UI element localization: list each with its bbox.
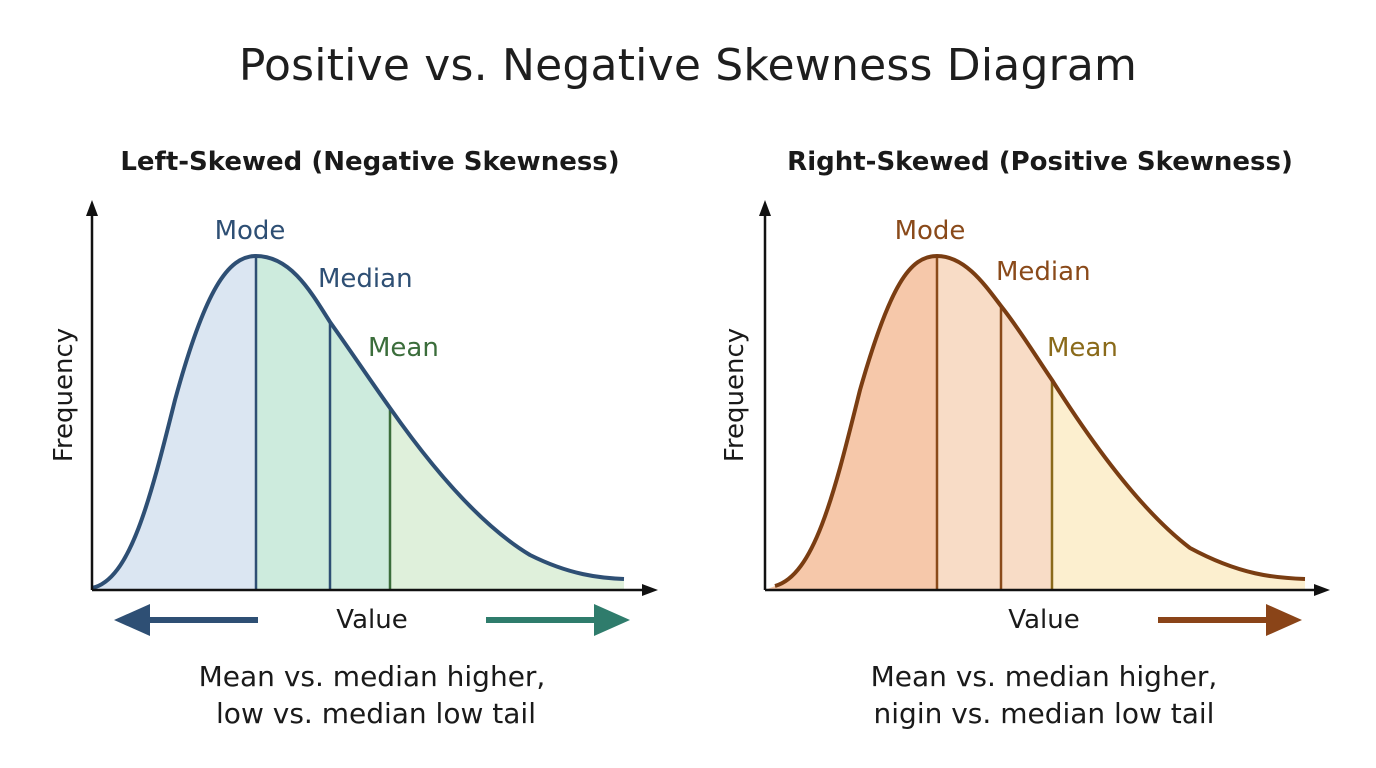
right-y-axis-label: Frequency — [720, 328, 750, 462]
left-panel-title: Left-Skewed (Negative Skewness) — [120, 147, 619, 177]
right-distribution-curve — [774, 253, 1306, 588]
left-caption-line-1: Mean vs. median higher, — [199, 660, 546, 693]
left-panel: Left-Skewed (Negative Skewness) Frequenc… — [49, 147, 658, 730]
right-median-label: Median — [996, 257, 1091, 287]
left-curve-fill — [92, 256, 624, 590]
left-distribution-curve — [91, 253, 625, 590]
left-x-axis-arrowhead — [642, 584, 658, 596]
right-panel-title: Right-Skewed (Positive Skewness) — [787, 147, 1293, 177]
right-caption-line-1: Mean vs. median higher, — [871, 660, 1218, 693]
left-y-axis-label: Frequency — [49, 328, 79, 462]
left-x-axis-label: Value — [336, 605, 407, 635]
right-mean-label: Mean — [1047, 333, 1118, 363]
right-caption-line-2: nigin vs. median low tail — [874, 697, 1215, 730]
left-median-label: Median — [318, 264, 413, 294]
right-y-axis-arrowhead — [759, 200, 771, 216]
right-x-axis-label: Value — [1008, 605, 1079, 635]
left-direction-arrow-right — [486, 604, 630, 636]
right-fill-region-a — [765, 256, 938, 590]
left-caption-line-2: low vs. median low tail — [216, 697, 536, 730]
left-direction-arrow-left — [114, 604, 258, 636]
page-title: Positive vs. Negative Skewness Diagram — [238, 40, 1138, 91]
left-mean-label: Mean — [368, 333, 439, 363]
right-direction-arrow-right — [1158, 604, 1302, 636]
left-mode-label: Mode — [215, 216, 286, 246]
left-y-axis-arrowhead — [86, 200, 98, 216]
right-x-axis-arrowhead — [1314, 584, 1330, 596]
right-panel: Right-Skewed (Positive Skewness) Frequen… — [720, 147, 1330, 730]
right-mode-label: Mode — [895, 216, 966, 246]
